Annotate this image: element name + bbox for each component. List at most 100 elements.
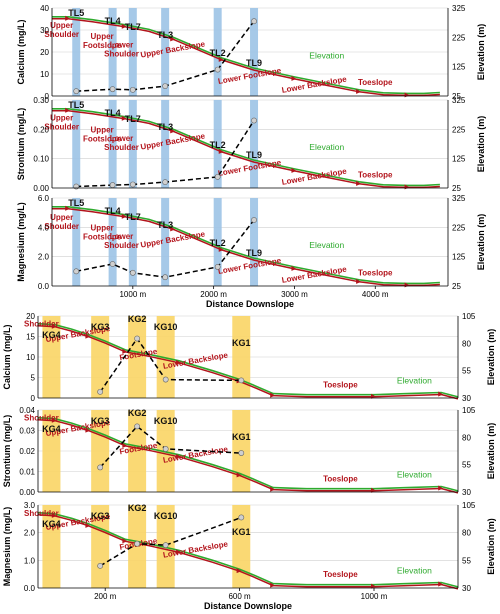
y2-tick-label: 55 bbox=[462, 556, 471, 565]
site-band bbox=[42, 410, 61, 492]
y-tick-label: 20 bbox=[40, 48, 49, 57]
zone-label: Toeslope bbox=[358, 269, 393, 278]
site-label: TL2 bbox=[210, 140, 226, 150]
profile-arrow-marker bbox=[291, 75, 297, 81]
y-tick-label: 10 bbox=[40, 70, 49, 79]
y-tick-label: 40 bbox=[40, 4, 49, 13]
site-label: TL3 bbox=[157, 122, 173, 132]
data-point bbox=[129, 269, 136, 276]
site-band bbox=[232, 505, 251, 588]
profile-arrow-marker bbox=[218, 246, 224, 252]
profile-arrow-marker bbox=[65, 15, 71, 21]
y-tick-label: 0 bbox=[31, 394, 36, 403]
elevation-label: Elevation bbox=[397, 470, 432, 480]
site-label: KG3 bbox=[91, 322, 110, 332]
site-band bbox=[108, 100, 117, 188]
site-label: TL3 bbox=[157, 220, 173, 230]
zone-label-line: Upper bbox=[50, 213, 73, 222]
y-tick-label: 10 bbox=[26, 353, 35, 362]
data-point bbox=[134, 540, 141, 547]
data-point bbox=[73, 88, 80, 95]
y2-tick-label: 125 bbox=[452, 63, 466, 72]
y2-axis-title: Elevation (m) bbox=[486, 423, 496, 480]
data-point bbox=[162, 446, 169, 452]
data-series-line bbox=[76, 20, 255, 92]
profile-arrow-marker bbox=[371, 583, 376, 589]
site-label: KG10 bbox=[154, 416, 178, 426]
y2-tick-label: 225 bbox=[452, 33, 466, 42]
zone-label-line: Shoulder bbox=[44, 30, 79, 39]
site-label: KG3 bbox=[91, 416, 110, 426]
y2-tick-label: 30 bbox=[462, 584, 471, 593]
y2-tick-label: 225 bbox=[452, 125, 466, 134]
profile-arrow-marker bbox=[65, 205, 71, 211]
data-point bbox=[214, 264, 221, 270]
y-axis-title: Magnesium (mg/L) bbox=[16, 202, 26, 282]
site-band bbox=[108, 8, 117, 96]
zone-label-line: Upper bbox=[91, 223, 114, 232]
zone-label: Shoulder bbox=[24, 319, 59, 328]
zone-label: Upper Backslope bbox=[140, 131, 206, 151]
y-tick-label: 6.0 bbox=[38, 194, 50, 203]
elevation-label: Elevation bbox=[397, 565, 432, 575]
site-label: TL7 bbox=[125, 22, 141, 32]
profile-arrow-marker bbox=[356, 88, 362, 94]
profile-arrow-marker bbox=[438, 581, 444, 587]
y-tick-label: 0.30 bbox=[33, 96, 49, 105]
zone-label-line: Shoulder bbox=[104, 143, 139, 152]
zone-label-line: Upper bbox=[91, 125, 114, 134]
y-axis-title: Strontium (mg/L) bbox=[16, 108, 26, 181]
y-axis-title: Calcium (mg/L) bbox=[2, 324, 12, 389]
y2-tick-label: 25 bbox=[452, 282, 461, 291]
y-tick-label: 0.00 bbox=[19, 488, 35, 497]
data-series-line bbox=[99, 516, 242, 567]
y-tick-label: 0.20 bbox=[33, 125, 49, 134]
y2-axis-title: Elevation (m) bbox=[486, 329, 496, 386]
zone-label-line: Upper bbox=[50, 21, 73, 30]
y-axis-title: Magnesium (mg/L) bbox=[2, 507, 12, 587]
y-tick-label: 2.0 bbox=[24, 529, 36, 538]
slope-profile-line bbox=[52, 18, 440, 97]
zone-label: Toeslope bbox=[323, 380, 358, 389]
site-label: TL2 bbox=[210, 238, 226, 248]
data-point bbox=[129, 86, 136, 93]
zone-label: Upper Shoulder bbox=[44, 114, 79, 132]
site-label: TL9 bbox=[246, 150, 262, 160]
zone-label-line: Lower bbox=[110, 134, 134, 143]
profile-arrow-marker bbox=[218, 56, 224, 62]
data-point bbox=[134, 423, 141, 430]
x-tick-label: 2000 m bbox=[200, 290, 227, 299]
site-band bbox=[232, 316, 251, 398]
site-label: KG4 bbox=[42, 519, 61, 529]
site-label: TL4 bbox=[105, 206, 121, 216]
profile-arrow-marker bbox=[170, 226, 176, 232]
elevation-line bbox=[37, 416, 459, 492]
y-tick-label: 0.10 bbox=[33, 155, 49, 164]
zone-label-line: Footslope bbox=[83, 41, 122, 50]
y2-tick-label: 25 bbox=[452, 92, 461, 101]
data-point bbox=[214, 173, 221, 180]
y-tick-label: 30 bbox=[40, 26, 49, 35]
data-point bbox=[162, 542, 169, 549]
zone-label: Upper Shoulder bbox=[44, 21, 79, 39]
y-tick-label: 15 bbox=[26, 333, 35, 342]
data-point bbox=[129, 181, 136, 188]
site-band bbox=[250, 8, 259, 96]
y2-axis-title: Elevation (m) bbox=[476, 116, 486, 173]
site-band bbox=[161, 198, 170, 286]
slope-profile-line bbox=[37, 324, 459, 400]
data-point bbox=[109, 261, 116, 267]
site-label: KG2 bbox=[128, 314, 147, 324]
site-label: TL4 bbox=[105, 108, 121, 118]
site-label: KG1 bbox=[232, 338, 251, 348]
zone-label-line: Lower bbox=[110, 232, 134, 241]
zone-label: Upper Footslope bbox=[83, 223, 122, 241]
site-band bbox=[72, 198, 81, 286]
site-band bbox=[91, 410, 110, 492]
profile-arrow-marker bbox=[291, 167, 297, 173]
slope-profile-line bbox=[52, 208, 440, 287]
data-point bbox=[214, 66, 221, 73]
